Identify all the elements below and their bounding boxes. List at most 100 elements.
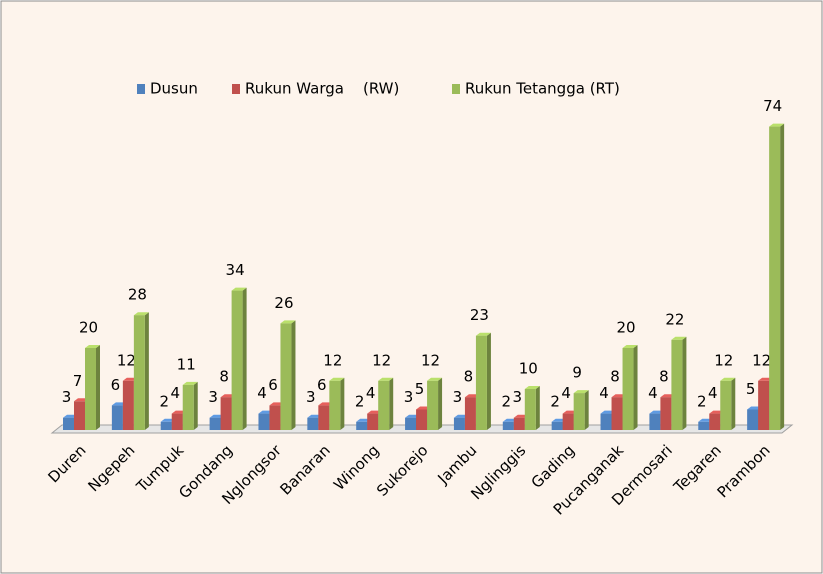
bar (280, 323, 292, 430)
value-label: 8 (610, 368, 620, 386)
value-label: 34 (226, 261, 245, 279)
bar (258, 413, 270, 430)
value-label: 6 (111, 376, 121, 394)
bar (74, 401, 85, 430)
value-label: 2 (355, 392, 365, 410)
bar (182, 384, 194, 430)
value-label: 8 (219, 368, 229, 386)
value-label: 3 (404, 388, 414, 406)
bar-side (242, 287, 247, 430)
value-label: 2 (697, 392, 707, 410)
legend-swatch (452, 84, 460, 94)
value-label: 6 (317, 376, 327, 394)
bar-top (85, 345, 100, 348)
value-label: 28 (128, 286, 147, 304)
value-label: 12 (323, 351, 342, 369)
bar (475, 335, 487, 430)
bar-side (291, 320, 296, 430)
value-label: 7 (73, 372, 83, 390)
bar (524, 389, 536, 430)
bar-top (378, 377, 394, 381)
bar (622, 348, 634, 430)
value-label: 2 (159, 392, 169, 410)
bar (209, 417, 221, 430)
bar-top (427, 377, 443, 381)
bar-top (231, 287, 247, 291)
value-label: 3 (453, 388, 463, 406)
bar-top (475, 332, 491, 336)
bar (427, 380, 439, 430)
legend-swatch (232, 84, 240, 94)
bar-side (633, 345, 638, 430)
bar-top (329, 377, 345, 381)
bar-top (769, 123, 785, 127)
value-label: 3 (513, 388, 523, 406)
legend-label: Rukun Warga (RW) (245, 80, 399, 98)
bar (502, 421, 514, 430)
bar (378, 380, 390, 430)
bar (85, 348, 96, 430)
bar (231, 290, 243, 430)
value-label: 12 (714, 351, 733, 369)
value-label: 4 (561, 384, 571, 402)
bar (600, 413, 612, 430)
bar (747, 409, 759, 430)
value-label: 4 (366, 384, 376, 402)
bar (671, 339, 683, 430)
value-label: 3 (306, 388, 316, 406)
value-label: 12 (421, 351, 440, 369)
bar (160, 421, 172, 430)
bar (111, 405, 123, 430)
value-label: 4 (257, 384, 267, 402)
value-label: 2 (502, 392, 512, 410)
bar (307, 417, 319, 430)
bar (649, 413, 661, 430)
value-label: 22 (665, 310, 684, 328)
bar (513, 417, 525, 430)
bar (329, 380, 341, 430)
bar-top (524, 386, 540, 389)
bar (171, 413, 183, 430)
bar-side (682, 336, 687, 430)
value-label: 3 (208, 388, 218, 406)
bar-top (182, 381, 198, 385)
value-label: 8 (659, 368, 669, 386)
bar (698, 421, 710, 430)
bar-side (340, 377, 345, 430)
value-label: 23 (470, 306, 489, 324)
bar (356, 421, 368, 430)
bar-top (573, 390, 589, 394)
legend-label: Rukun Tetangga (RT) (465, 80, 620, 98)
bar (318, 405, 330, 430)
bar-side (438, 377, 443, 430)
value-label: 20 (79, 319, 98, 337)
value-label: 9 (572, 364, 582, 382)
value-label: 11 (177, 355, 196, 373)
bar-top (280, 320, 296, 324)
bar (464, 397, 476, 430)
bar-side (780, 123, 785, 430)
bar (122, 380, 134, 430)
value-label: 3 (62, 388, 72, 406)
bar (562, 413, 574, 430)
bar (367, 413, 379, 430)
value-label: 5 (746, 380, 756, 398)
value-label: 20 (616, 319, 635, 337)
value-label: 10 (519, 360, 538, 378)
value-label: 4 (708, 384, 718, 402)
value-label: 6 (268, 376, 278, 394)
value-label: 74 (763, 97, 782, 115)
value-label: 12 (117, 351, 136, 369)
bar (453, 417, 465, 430)
value-label: 4 (648, 384, 658, 402)
bar-side (96, 345, 100, 430)
bar (720, 380, 732, 430)
bar-side (535, 386, 540, 430)
bar (769, 126, 781, 430)
bar-side (731, 377, 736, 430)
value-label: 4 (170, 384, 180, 402)
bar-side (193, 381, 198, 430)
bar (416, 409, 428, 430)
